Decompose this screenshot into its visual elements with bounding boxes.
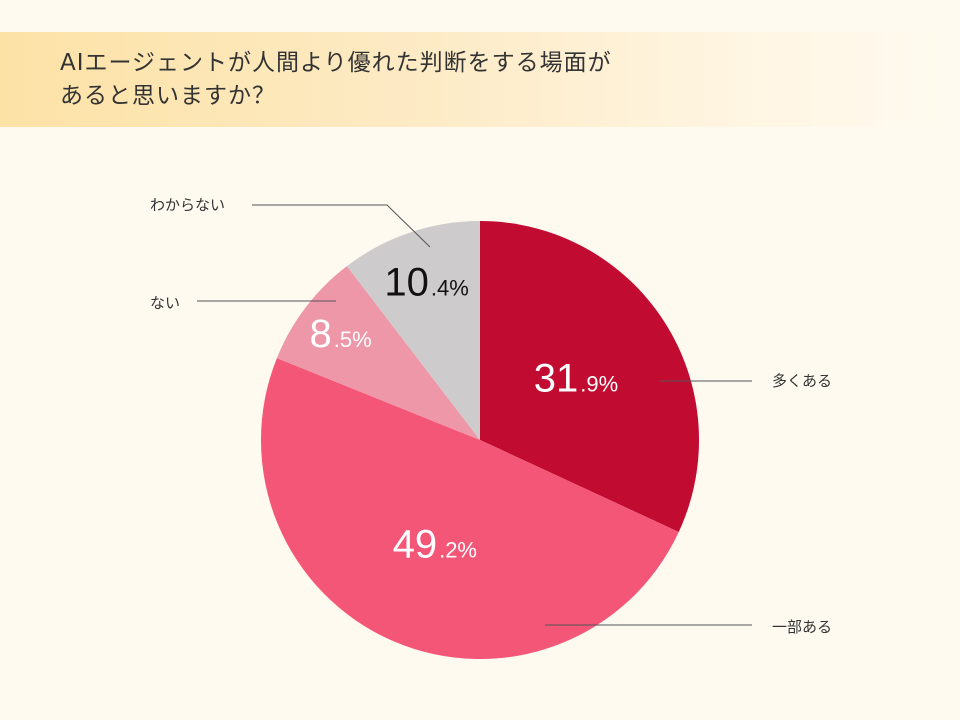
pie-slice-4 [346, 221, 480, 440]
value-label-2: 49.2% [393, 523, 477, 567]
value-label-int-4: 10 [384, 260, 429, 304]
value-label-int-2: 49 [393, 523, 438, 567]
category-label-3: ない [150, 294, 180, 312]
pie-slice-1 [480, 221, 700, 532]
leader-line-4 [252, 204, 431, 248]
value-labels: 31.9% 49.2% 8.5% 10.4% [310, 260, 619, 566]
pie-slice-2 [260, 358, 679, 660]
title-band [0, 32, 960, 127]
value-label-4: 10.4% [384, 260, 468, 304]
value-label-dec-4: .4% [431, 275, 469, 300]
pie-slice-3 [276, 266, 480, 440]
value-label-int-1: 31 [534, 357, 579, 401]
category-label-4: わからない [150, 196, 225, 214]
category-label-2: 一部ある [772, 618, 832, 636]
value-label-3: 8.5% [310, 312, 372, 356]
pie-slices [260, 221, 700, 660]
value-label-dec-1: .9% [580, 372, 618, 397]
value-label-1: 31.9% [534, 357, 618, 401]
page-title: AIエージェントが人間より優れた判断をする場面が あると思いますか？ [60, 50, 612, 109]
value-label-dec-3: .5% [334, 327, 372, 352]
value-label-dec-2: .2% [439, 538, 477, 563]
value-label-int-3: 8 [310, 312, 332, 356]
leader-lines [197, 204, 752, 626]
category-label-1: 多くある [772, 372, 832, 390]
